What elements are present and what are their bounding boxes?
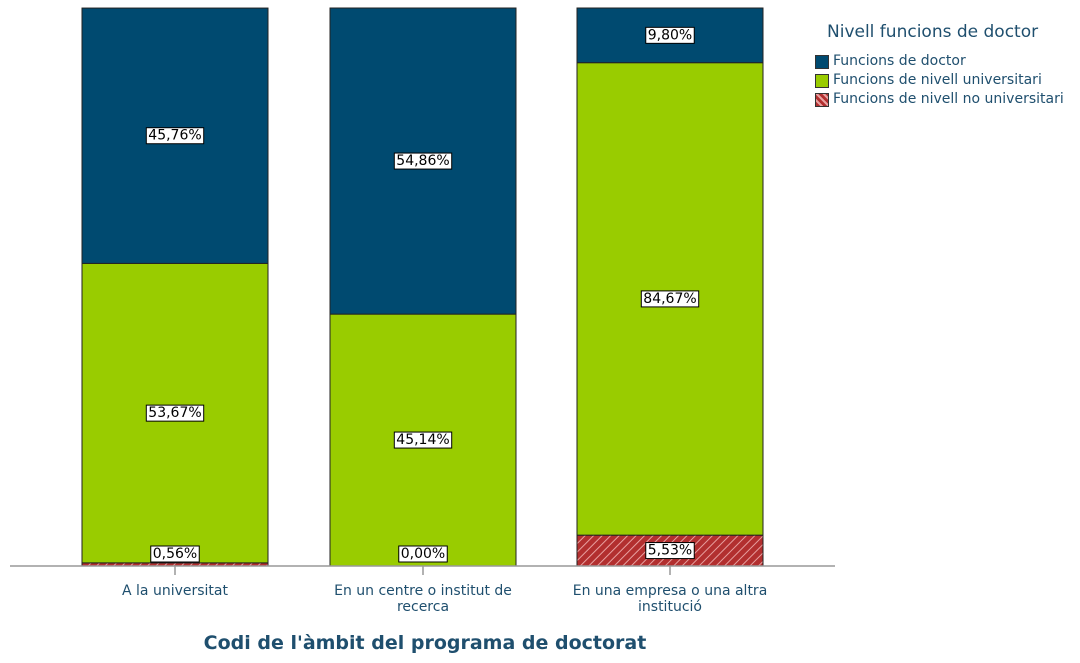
value-label: 5,53% — [648, 543, 692, 559]
value-label-box — [393, 431, 453, 449]
value-label: 45,14% — [396, 432, 449, 448]
value-label-box — [150, 545, 200, 563]
value-label: 0,56% — [153, 546, 197, 562]
value-label: 45,76% — [148, 128, 201, 144]
legend-swatch — [815, 74, 829, 88]
legend-label: Funcions de nivell universitari — [833, 72, 1042, 88]
value-label-box — [145, 404, 205, 422]
legend-label: Funcions de doctor — [833, 53, 966, 69]
x-tick-label: En una empresa o una altra institució — [572, 583, 768, 615]
value-label-box — [145, 127, 205, 145]
legend-label: Funcions de nivell no universitari — [833, 91, 1064, 107]
value-label-box — [640, 290, 700, 308]
value-label: 0,00% — [401, 546, 445, 562]
legend-item: Funcions de nivell no universitari — [815, 92, 1077, 107]
legend: Nivell funcions de doctor Funcions de do… — [815, 22, 1077, 111]
legend-item: Funcions de nivell universitari — [815, 73, 1077, 88]
legend-swatch — [815, 93, 829, 107]
legend-item: Funcions de doctor — [815, 54, 1077, 69]
value-label-box — [398, 545, 448, 563]
value-label-box — [645, 542, 695, 560]
value-label: 9,80% — [648, 27, 692, 43]
x-axis-title: Codi de l'àmbit del programa de doctorat — [203, 632, 647, 654]
value-label-box — [645, 26, 695, 44]
value-label: 84,67% — [643, 291, 696, 307]
value-label: 54,86% — [396, 153, 449, 169]
value-label-box — [393, 152, 453, 170]
x-tick-label: En un centre o institut de recerca — [334, 583, 512, 615]
legend-title: Nivell funcions de doctor — [827, 22, 1039, 42]
value-label: 53,67% — [148, 405, 201, 421]
legend-swatch — [815, 55, 829, 69]
x-tick-label: A la universitat — [122, 583, 228, 599]
